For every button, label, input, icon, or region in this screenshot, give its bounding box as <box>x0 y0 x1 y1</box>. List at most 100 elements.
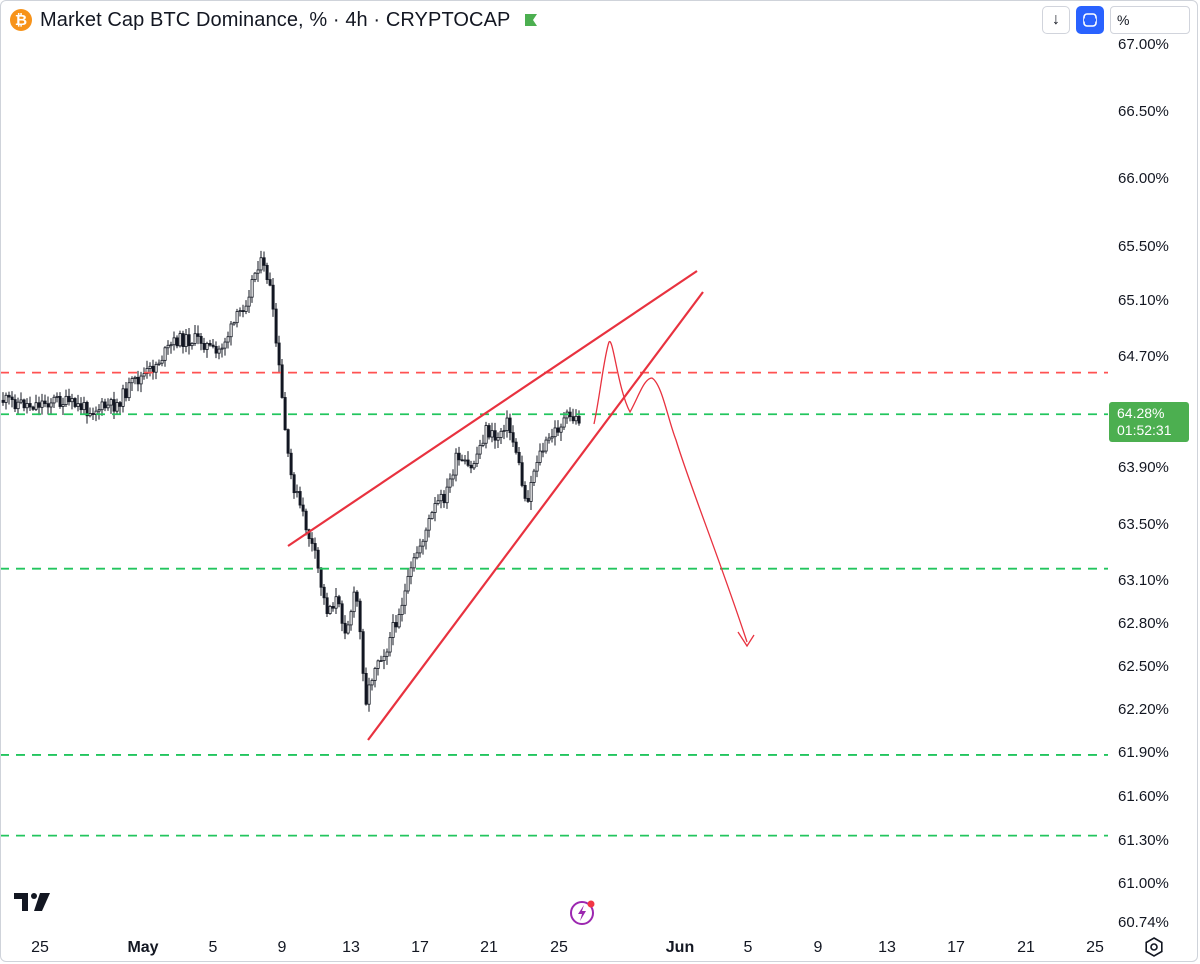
candle-body <box>541 450 545 453</box>
lightning-icon[interactable] <box>569 898 597 926</box>
candle-body <box>400 604 404 615</box>
candle-body <box>457 452 461 461</box>
tradingview-logo-icon[interactable] <box>14 891 54 913</box>
candle-body <box>103 401 107 409</box>
candle-body <box>49 402 53 408</box>
candle-body <box>88 413 92 417</box>
candle-body <box>538 450 542 463</box>
current-price-value: 64.28% <box>1117 405 1165 421</box>
scale-input-value: % <box>1117 12 1130 28</box>
price-tick-label: 63.90% <box>1118 459 1169 476</box>
candle-body <box>157 362 161 365</box>
candle-body <box>529 482 533 502</box>
candle-body <box>388 637 392 653</box>
gear-icon[interactable] <box>1144 937 1164 957</box>
candle-body <box>364 672 368 705</box>
candle-body <box>10 396 14 400</box>
scale-input[interactable]: % <box>1110 6 1190 34</box>
candle-body <box>454 452 458 476</box>
price-axis[interactable]: 67.00% 66.50% 66.00% 65.50% 65.10% 64.70% 63.9… <box>1118 36 1169 931</box>
candle-body <box>520 462 524 486</box>
candle-body <box>568 411 572 418</box>
candle-body <box>385 651 389 657</box>
candle-body <box>178 333 182 347</box>
candle-body <box>343 622 347 634</box>
candle-body <box>199 336 203 344</box>
candle-body <box>232 322 236 325</box>
candle-body <box>361 631 365 674</box>
candle-body <box>367 684 371 705</box>
candle-body <box>532 470 536 483</box>
candle-body <box>487 425 491 438</box>
candle-body <box>397 614 401 628</box>
candle-body <box>304 510 308 531</box>
candle-body <box>79 403 83 411</box>
candle-body <box>427 518 431 531</box>
time-tick-label: 13 <box>878 939 896 956</box>
candle-body <box>244 305 248 312</box>
candle-body <box>325 597 329 614</box>
candle-body <box>166 344 170 349</box>
candle-body <box>511 432 515 443</box>
trend-drawings <box>287 270 755 741</box>
candle-body <box>256 269 260 274</box>
candle-body <box>298 491 302 506</box>
candle-body <box>202 343 206 350</box>
candle-body <box>1 399 5 403</box>
candle-body <box>67 395 71 403</box>
candle-body <box>241 310 245 312</box>
candle-body <box>208 343 212 346</box>
price-tick-label: 60.74% <box>1118 914 1169 931</box>
candle-body <box>223 341 227 349</box>
candle-body <box>247 296 251 307</box>
candle-body <box>193 333 197 344</box>
candle-body <box>409 567 413 577</box>
candle-body <box>43 400 47 405</box>
candle-body <box>577 415 581 424</box>
candle-body <box>16 401 20 410</box>
candle-body <box>154 363 158 373</box>
candle-body <box>493 430 497 441</box>
arrow-down-button[interactable]: ↓ <box>1042 6 1070 34</box>
candle-body <box>484 425 488 444</box>
candle-body <box>571 416 575 422</box>
candle-body <box>100 401 104 411</box>
candle-body <box>310 538 314 544</box>
time-axis[interactable]: 25 May 5 9 13 17 21 25 Jun 5 9 13 17 21 25 <box>31 939 1104 956</box>
candle-body <box>286 429 290 454</box>
candle-body <box>526 497 530 502</box>
candle-body <box>127 382 131 399</box>
candle-body <box>373 668 377 681</box>
candle-body <box>265 264 269 280</box>
candle-body <box>496 437 500 441</box>
sync-icon <box>1083 13 1097 27</box>
candle-body <box>442 493 446 504</box>
candle-body <box>31 406 35 410</box>
projection-path <box>593 341 748 643</box>
candle-body <box>340 603 344 624</box>
candlestick-series <box>1 250 581 712</box>
candle-body <box>502 430 506 432</box>
time-tick-label: 25 <box>31 939 49 956</box>
candle-body <box>391 622 395 638</box>
candle-body <box>277 342 281 366</box>
candle-body <box>115 402 119 412</box>
candle-body <box>109 399 113 406</box>
current-price-badge: 64.28% 01:52:31 <box>1109 402 1189 442</box>
candle-body <box>46 403 50 408</box>
candle-body <box>418 545 422 554</box>
projection-arrowhead <box>737 631 755 648</box>
candle-body <box>145 368 149 375</box>
candle-body <box>196 333 200 337</box>
candle-body <box>238 310 242 312</box>
flag-icon[interactable] <box>524 13 538 27</box>
candle-body <box>187 334 191 347</box>
candle-body <box>151 365 155 373</box>
candle-body <box>358 600 362 633</box>
bitcoin-icon: ₿ <box>10 9 32 31</box>
sync-scale-button[interactable] <box>1076 6 1104 34</box>
candle-body <box>190 342 194 347</box>
candle-body <box>61 404 65 407</box>
price-tick-label: 63.10% <box>1118 572 1169 589</box>
